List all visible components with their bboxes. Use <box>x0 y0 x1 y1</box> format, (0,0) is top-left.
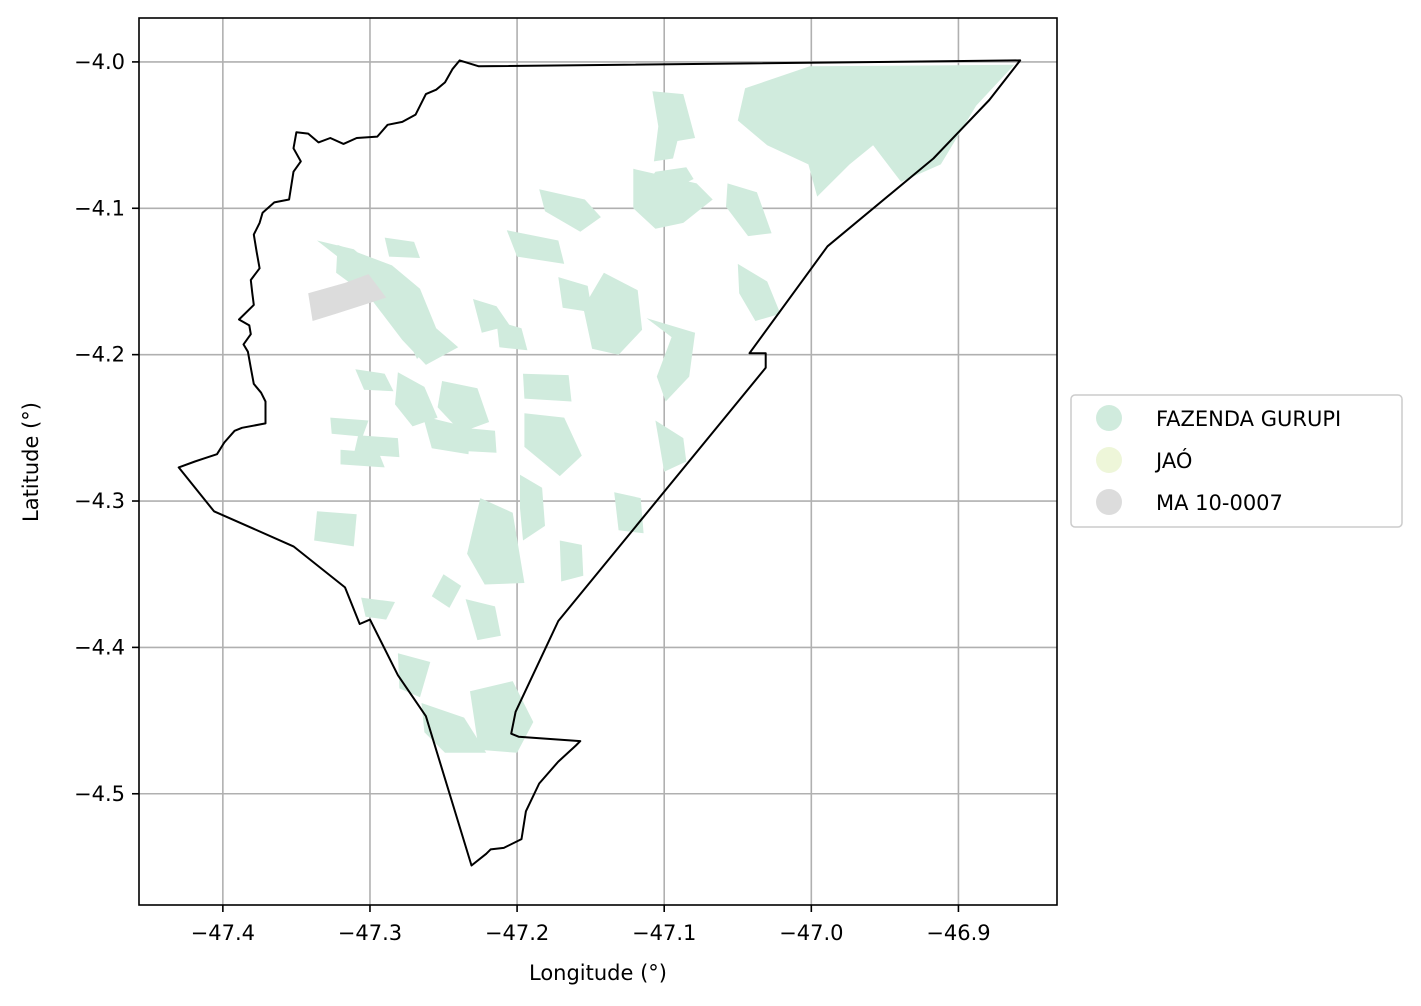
region-polygon <box>384 237 420 258</box>
region-polygon <box>308 274 387 321</box>
region-polygon <box>559 540 584 582</box>
region-polygon <box>431 574 462 608</box>
x-axis: −47.4 −47.3 −47.2 −47.1 −47.0 −46.9 <box>191 905 991 945</box>
region-polygon <box>496 321 528 351</box>
region-polygon <box>437 381 490 433</box>
legend-item: MA 10-0007 <box>1096 489 1283 515</box>
region-polygon <box>539 189 601 232</box>
x-tick-label: −47.0 <box>779 921 843 945</box>
region-polygon <box>520 474 545 541</box>
plot-frame <box>138 17 1058 906</box>
legend-label: MA 10-0007 <box>1156 491 1283 515</box>
region-polygon <box>737 263 781 321</box>
region-polygon <box>314 511 357 547</box>
region-polygon <box>523 373 572 402</box>
boundary-outline <box>177 59 1022 867</box>
region-polygon <box>353 435 400 458</box>
region-polygon <box>726 183 772 237</box>
legend-label: JAÓ <box>1154 448 1192 473</box>
region-polygon <box>652 91 696 162</box>
region-polygon <box>330 417 369 437</box>
region-polygon <box>422 416 470 455</box>
x-tick-label: −47.2 <box>485 921 549 945</box>
region-polygon <box>524 413 582 477</box>
plot-area: −47.4 −47.3 −47.2 −47.1 −47.0 −46.9 −4.0−4.1−… <box>19 17 1058 985</box>
map-regions <box>308 64 1015 753</box>
region-polygon <box>633 168 713 229</box>
y-tick-label: −4.5 <box>74 782 125 806</box>
region-polygon <box>737 64 1015 197</box>
legend-item: FAZENDA GURUPI <box>1096 405 1341 431</box>
legend-label: FAZENDA GURUPI <box>1156 407 1341 431</box>
region-polygon <box>355 369 394 392</box>
region-fazenda-gurupi <box>314 64 1015 753</box>
region-polygon <box>340 449 385 468</box>
legend: FAZENDA GURUPI JAÓ MA 10-0007 <box>1070 394 1403 528</box>
region-ma-10-0007 <box>308 274 387 321</box>
y-tick-label: −4.4 <box>74 635 125 659</box>
region-polygon <box>462 427 497 453</box>
legend-item: JAÓ <box>1096 447 1192 473</box>
region-polygon <box>421 703 487 753</box>
legend-frame <box>1070 394 1403 528</box>
y-tick-label: −4.1 <box>74 196 125 220</box>
region-polygon <box>614 492 644 534</box>
region-polygon <box>361 597 395 620</box>
x-tick-label: −47.4 <box>191 921 255 945</box>
legend-marker <box>1096 405 1122 431</box>
x-axis-label: Longitude (°) <box>529 961 667 985</box>
region-polygon <box>646 318 696 402</box>
region-polygon <box>465 599 501 641</box>
region-polygon <box>467 498 525 585</box>
region-polygon <box>395 372 438 427</box>
y-axis: −4.0 −4.1 −4.2 −4.3 −4.4 −4.5 <box>74 50 139 806</box>
x-tick-label: −47.1 <box>632 921 696 945</box>
region-polygon <box>655 420 687 472</box>
municipality-boundary <box>177 59 1022 867</box>
x-tick-label: −46.9 <box>926 921 990 945</box>
region-polygon <box>583 272 643 355</box>
region-polygon <box>506 230 565 264</box>
legend-marker <box>1096 489 1122 515</box>
region-polygon <box>470 681 534 753</box>
x-tick-label: −47.3 <box>338 921 402 945</box>
y-tick-label: −4.2 <box>74 343 125 367</box>
y-tick-label: −4.3 <box>74 489 125 513</box>
y-tick-label: −4.0 <box>74 50 125 74</box>
y-axis-label: Latitude (°) <box>19 402 43 522</box>
legend-marker <box>1096 447 1122 473</box>
region-polygon <box>558 277 593 313</box>
